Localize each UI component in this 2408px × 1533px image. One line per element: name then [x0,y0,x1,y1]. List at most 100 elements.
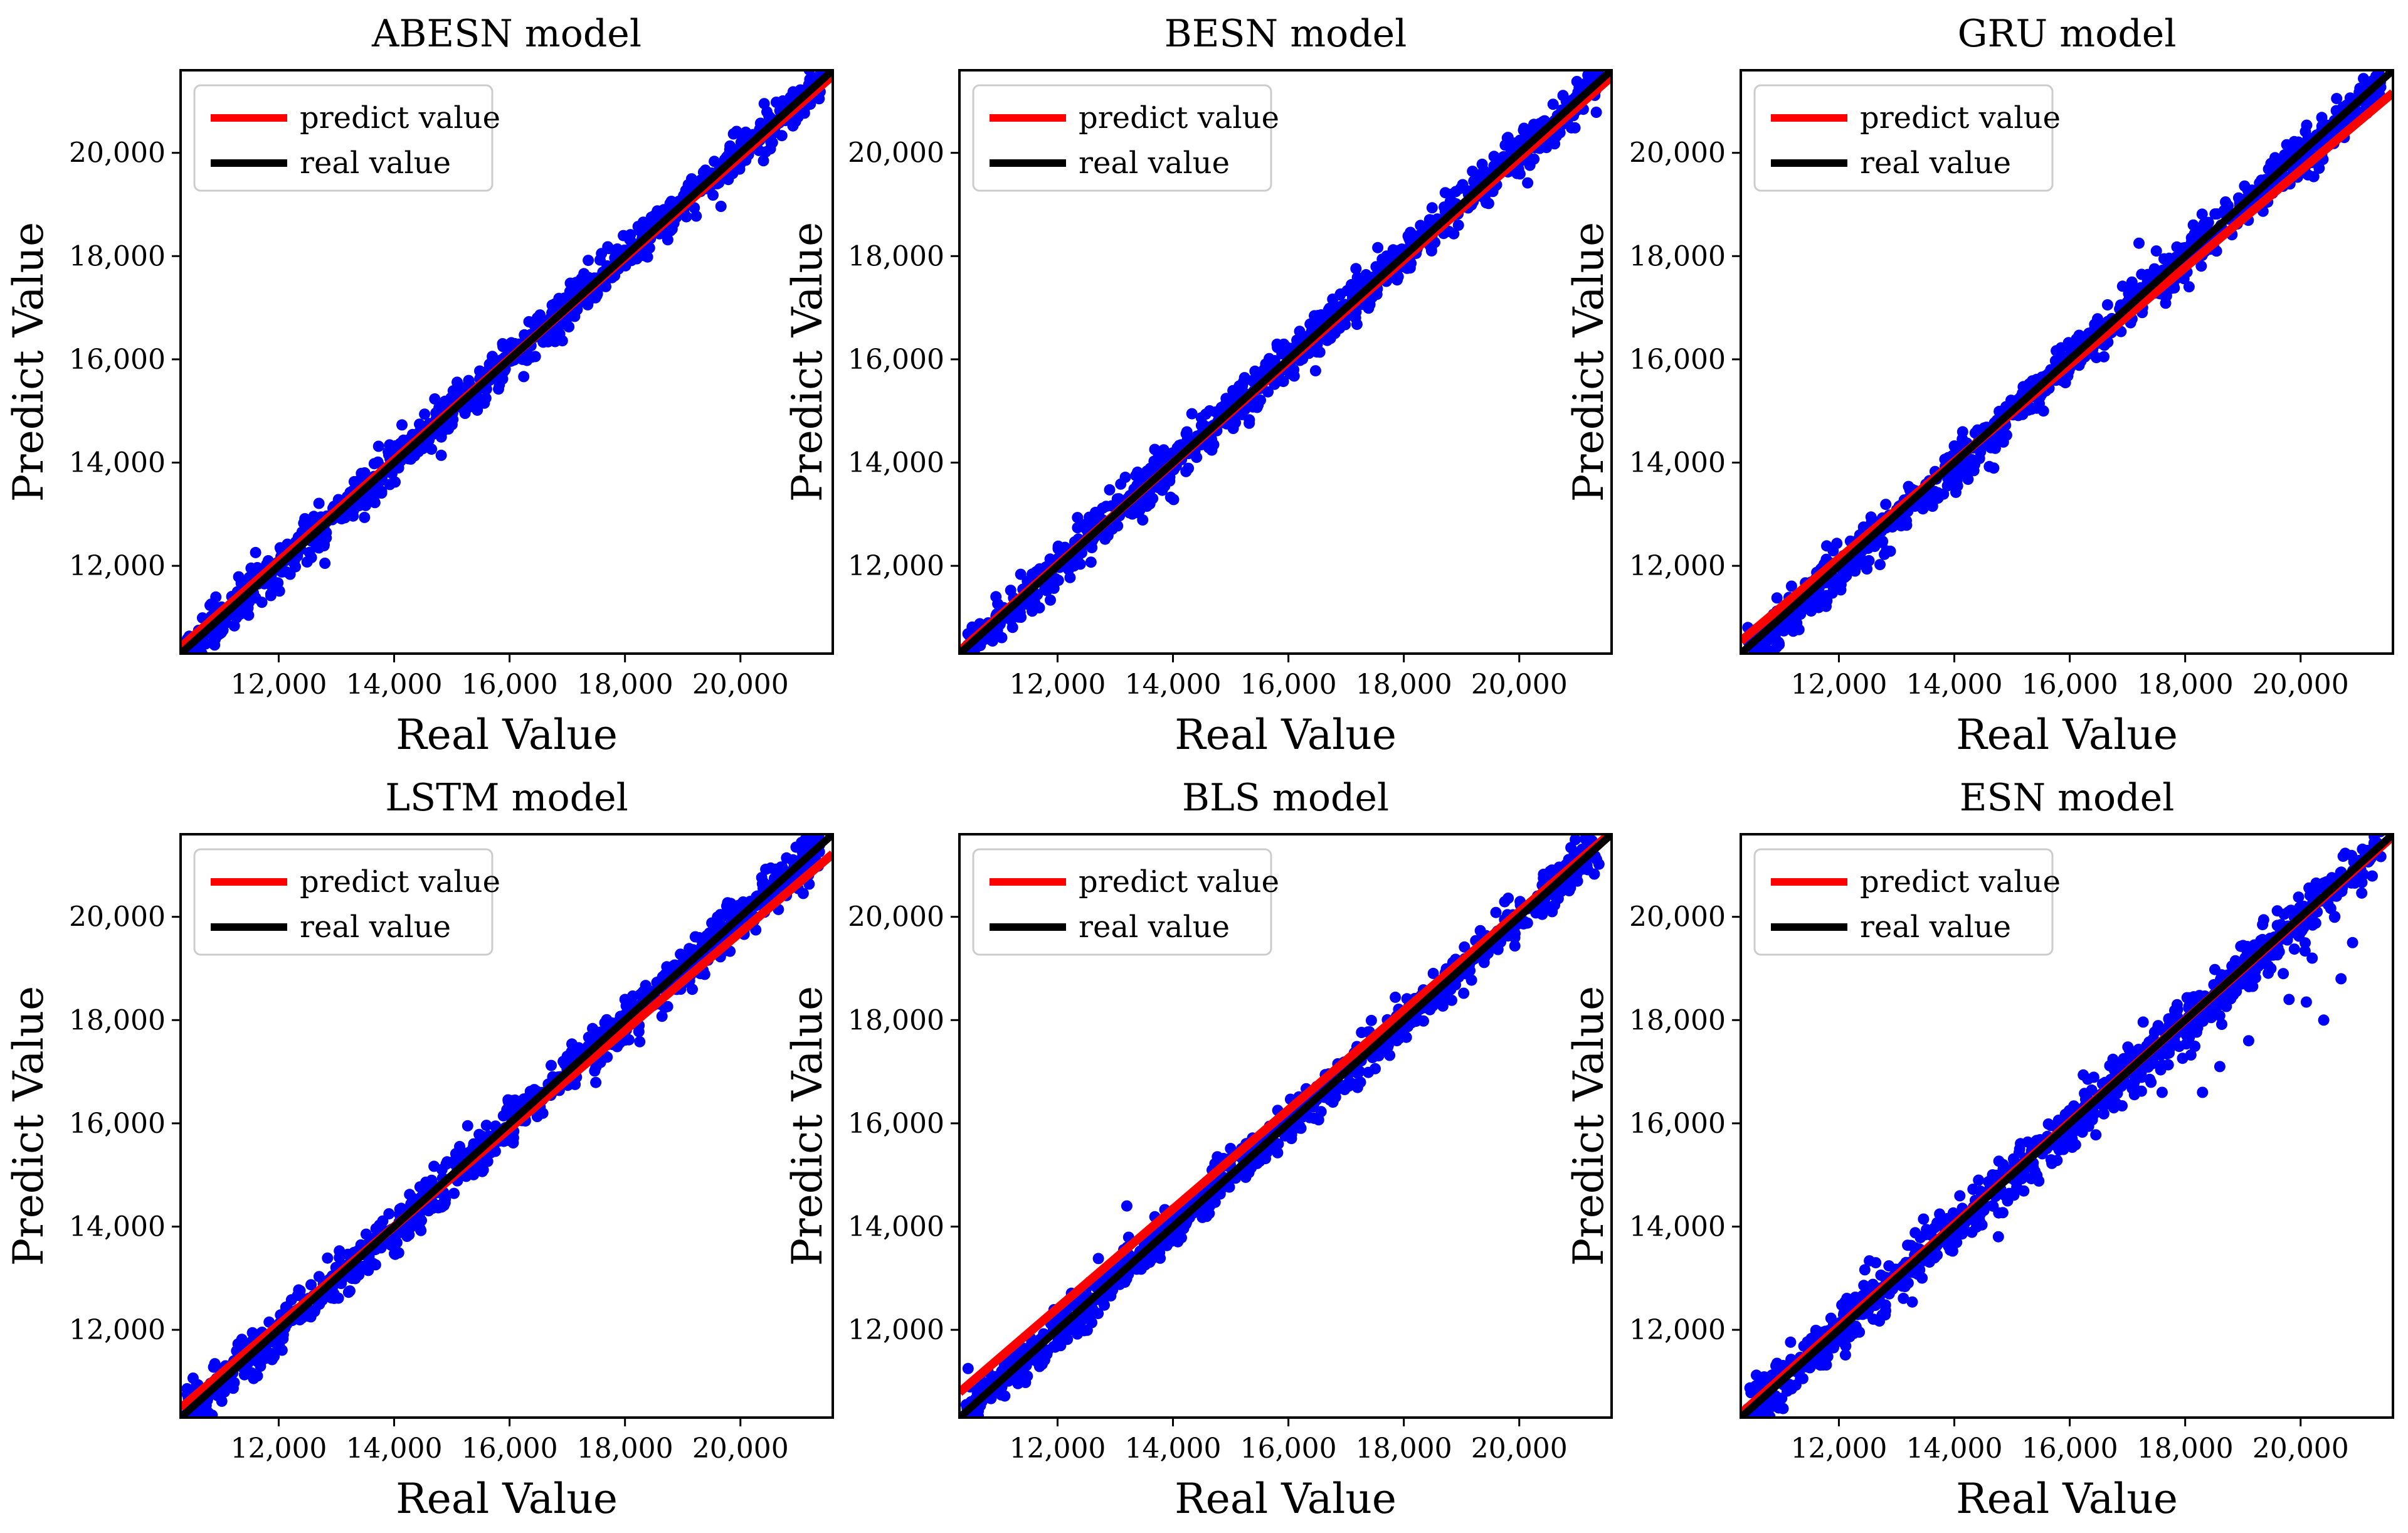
chart-3-point [1853,559,1865,571]
chart-1-point [715,201,727,212]
chart-4-x-tick-label: 16,000 [462,1433,558,1465]
chart-4-y-tick-label: 12,000 [69,1314,166,1346]
chart-1-point [443,423,455,435]
chart-3-outlier-point [2150,245,2162,257]
chart-2-point [1585,59,1596,70]
chart-6-point [1973,1174,1985,1186]
chart-4-point [232,1338,244,1350]
chart-4-point [334,1245,346,1257]
chart-5-point [1078,1325,1090,1337]
chart-4-y-tick-label: 18,000 [69,1004,166,1036]
chart-5-point [1203,1207,1215,1219]
chart-2-point [1547,98,1559,110]
chart-2-point [990,591,1002,603]
chart-2-point [1044,553,1056,565]
chart-1-point [313,497,325,509]
chart-5-point [1356,1027,1368,1038]
chart-1-point [339,512,351,524]
chart-4-point [583,1031,594,1043]
chart-3-outlier-point [2133,237,2145,249]
chart-2-point [1522,177,1534,189]
chart-3-point [1771,592,1783,604]
chart-5-point [1105,1290,1117,1302]
chart-1-x-tick-label: 20,000 [692,669,789,701]
chart-4-point [305,1279,317,1291]
chart-5-point [1538,873,1550,884]
chart-5-point [1458,987,1470,999]
chart-5-x-tick-label: 14,000 [1125,1433,1222,1465]
chart-4-point [325,1292,337,1304]
chart-5-outlier-point [1121,1200,1133,1212]
chart-5-point [1509,940,1521,952]
chart-4-point [208,1361,219,1373]
chart-1-point [643,242,655,254]
chart-3-title: GRU model [1958,12,2177,56]
chart-4-y-tick-label: 16,000 [69,1108,166,1140]
chart-2-y-tick-label: 18,000 [848,240,944,272]
chart-2-point [1072,512,1084,524]
chart-3-y-tick-label: 12,000 [1629,550,1726,582]
chart-2-point [1052,542,1064,554]
chart-2-point [1445,188,1457,200]
chart-3-x-axis-label: Real Value [1956,711,2178,759]
chart-1-point [583,255,594,267]
chart-3-real-line [1741,70,2393,654]
chart-4-point [391,1237,403,1248]
chart-3-point [1821,540,1832,552]
chart-3-point [2374,56,2385,68]
chart-2-point [1005,585,1017,597]
chart-2-point [1582,70,1594,81]
chart-2-point [1452,220,1464,231]
chart-2-x-axis-label: Real Value [1175,711,1397,759]
chart-2-point [1351,272,1363,284]
chart-2-y-tick-label: 14,000 [848,447,944,479]
chart-3-point [2313,162,2325,174]
chart-1-point [313,542,325,554]
chart-1-point [611,245,623,257]
chart-3-point [1747,655,1758,667]
chart-2-point [1282,342,1294,354]
chart-3-x-tick-label: 18,000 [2137,669,2234,701]
chart-4-point [687,984,698,995]
chart-6-point [2293,891,2305,903]
chart-5-point [1039,1349,1051,1361]
chart-3-point [2126,276,2138,288]
chart-6-point [2128,1089,2140,1101]
chart-3-point [1975,446,1987,458]
chart-3-point [1787,613,1799,625]
chart-5-point [1329,1091,1341,1103]
chart-1-point [389,440,401,452]
chart-2-point [1473,169,1485,181]
chart-4-point [277,1333,289,1345]
chart-5-y-tick-label: 20,000 [848,901,944,933]
chart-3-point [1962,474,1974,485]
chart-2-point [1141,465,1153,477]
chart-1-x-tick-label: 16,000 [462,669,558,701]
chart-3-point [1773,639,1785,650]
chart-1-point [813,58,825,69]
chart-1-point [290,561,301,573]
chart-4-point [714,909,726,921]
chart-2-legend-label: predict value [1079,100,1279,135]
chart-2-point [1097,502,1109,514]
chart-5-predict-line [959,834,1612,1396]
chart-4-x-tick-label: 14,000 [346,1433,443,1465]
chart-5-point [1382,1039,1394,1051]
chart-4-outlier-point [561,1050,573,1062]
chart-5-point [1390,991,1402,1003]
chart-2-point [1064,571,1076,583]
chart-2-x-tick-label: 18,000 [1356,669,1452,701]
chart-5-legend-label: real value [1079,910,1230,945]
chart-4-x-axis-label: Real Value [396,1475,618,1523]
chart-4-y-tick-label: 14,000 [69,1211,166,1243]
chart-5-point [1437,1000,1449,1012]
chart-1-point [758,98,770,110]
chart-1-point [371,488,383,500]
chart-5-point [1286,1133,1297,1145]
chart-6-point [1839,1349,1851,1361]
chart-1-point [189,658,200,669]
chart-2-outlier-point [1144,498,1156,510]
chart-2-x-tick-label: 16,000 [1240,669,1337,701]
